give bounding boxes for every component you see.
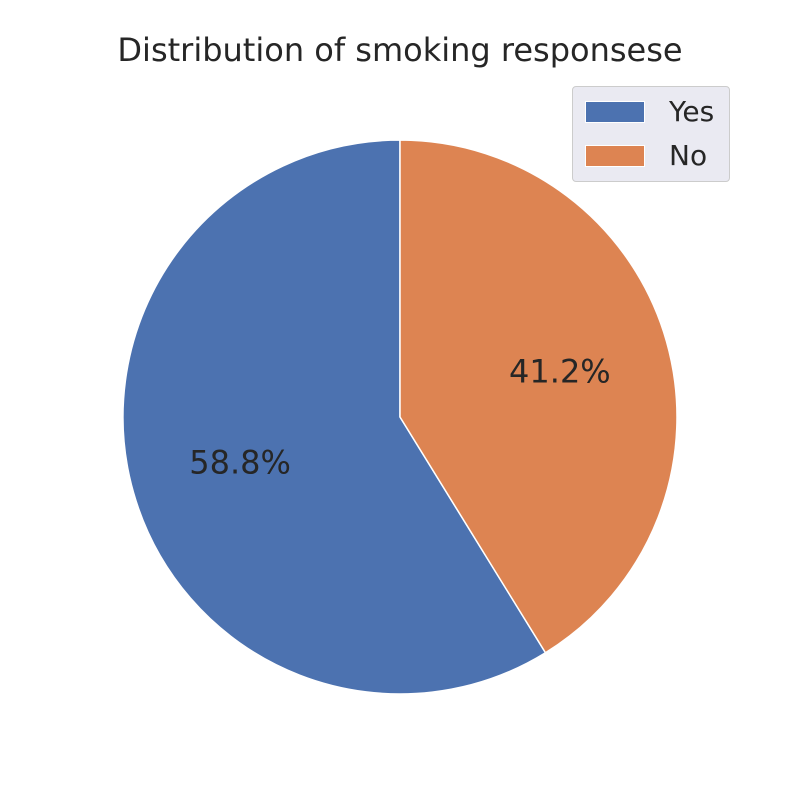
chart-title: Distribution of smoking responsese	[117, 31, 683, 69]
legend-swatch-yes	[585, 101, 645, 123]
legend-item-yes: Yes	[585, 97, 714, 127]
legend-swatch-no	[585, 145, 645, 167]
pie-slice-labels: 58.8% 41.2%	[189, 353, 610, 482]
pie-slices	[122, 139, 678, 695]
pie-slice-no	[399, 139, 678, 654]
legend-item-no: No	[585, 141, 707, 171]
pie-pct-label-no: 41.2%	[509, 353, 611, 391]
pie-slice-yes	[122, 139, 547, 695]
pie-pct-label-yes: 58.8%	[189, 443, 291, 481]
legend: Yes No	[572, 86, 730, 182]
legend-label-yes: Yes	[669, 95, 715, 128]
legend-label-no: No	[669, 139, 708, 172]
